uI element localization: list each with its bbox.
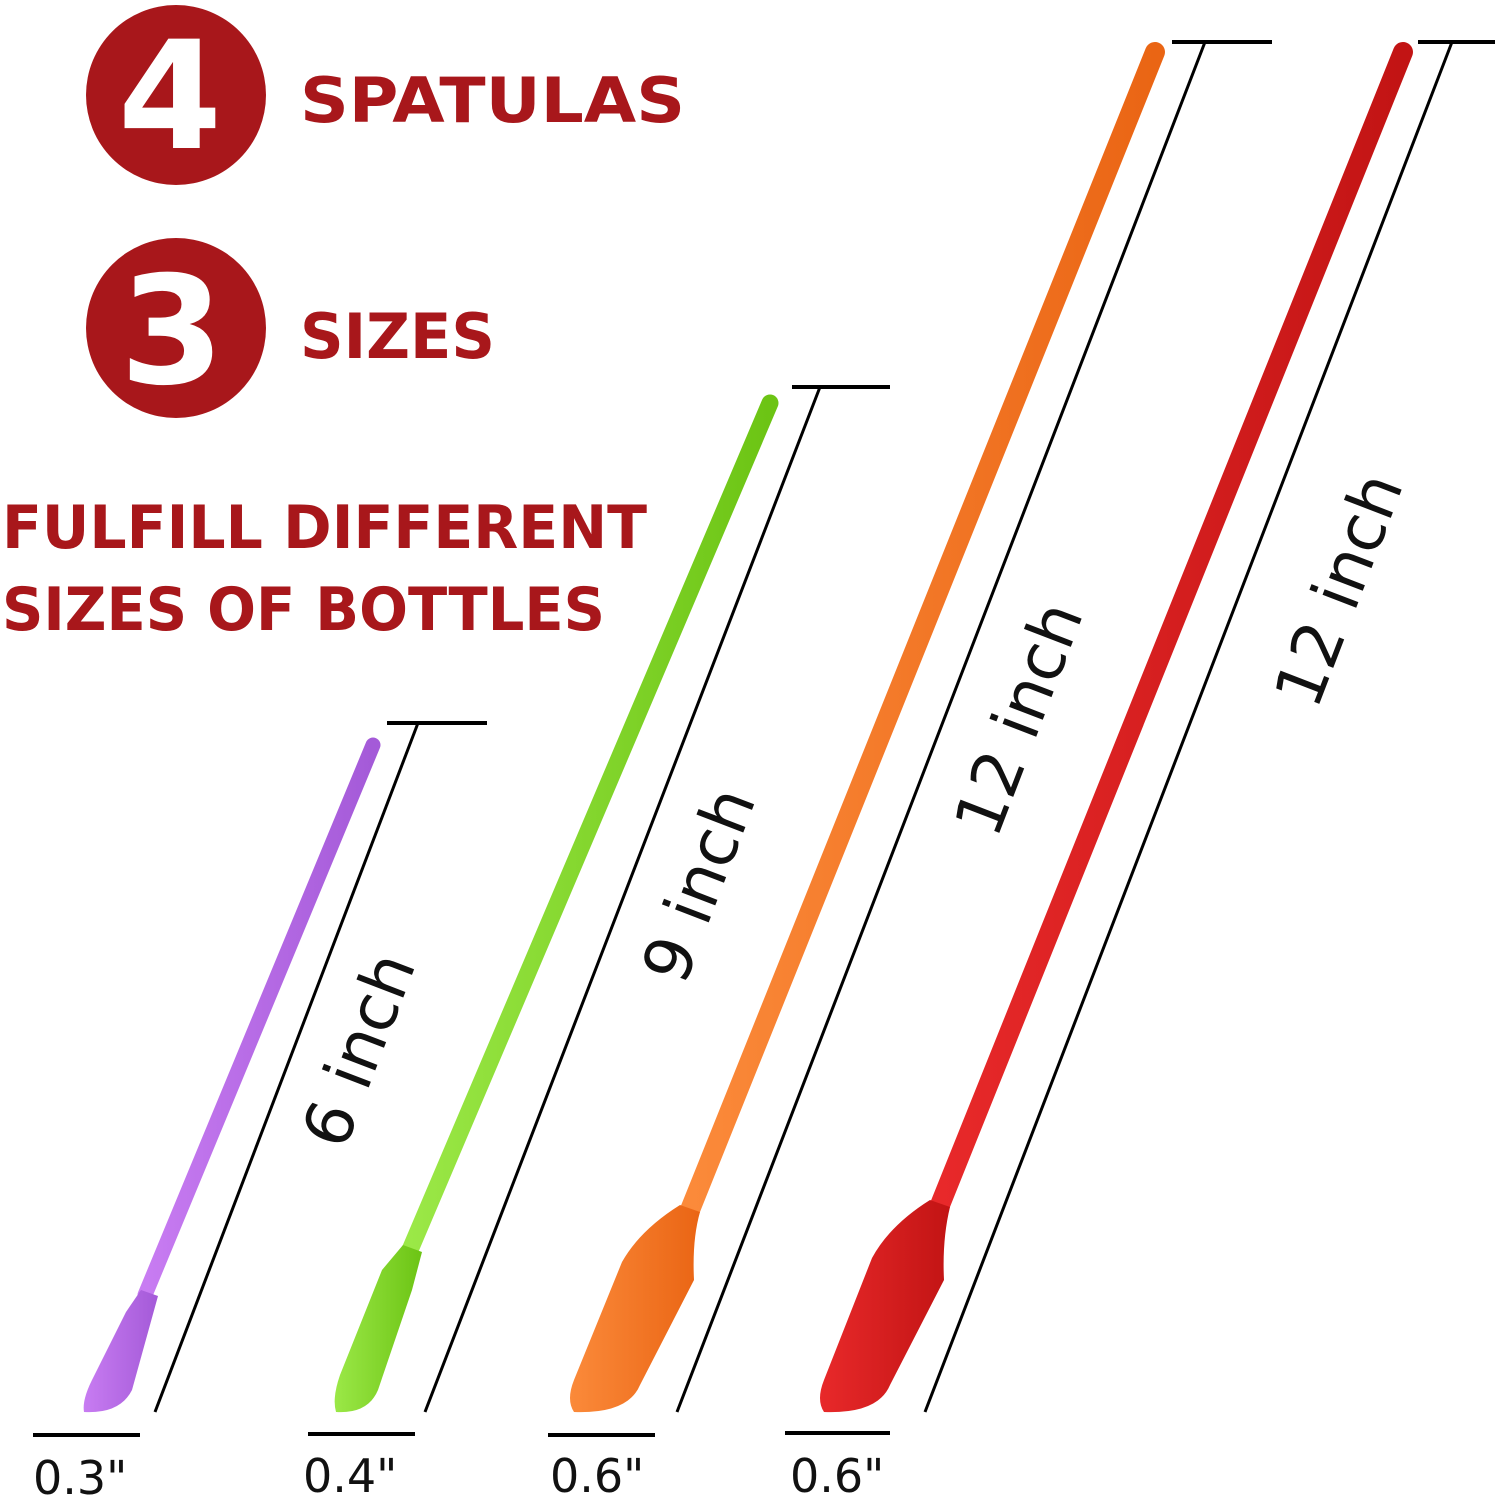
count-circle xyxy=(86,5,266,185)
width-label-0-3: 0.3" xyxy=(33,1451,127,1500)
length-label-12-orange: 12 inch xyxy=(939,592,1098,847)
tagline-line2: SIZES OF BOTTLES xyxy=(2,575,605,645)
sizes-circle xyxy=(86,238,266,418)
length-dimension-12-red xyxy=(785,40,1495,1435)
count-badge: 4 xyxy=(86,5,266,185)
length-label-9: 9 inch xyxy=(627,777,771,992)
length-label-12-red: 12 inch xyxy=(1259,463,1418,718)
length-dimension-12-orange xyxy=(548,40,1272,1437)
spatula-green xyxy=(334,394,779,1413)
sizes-label: SIZES xyxy=(300,300,495,373)
count-number: 4 xyxy=(118,10,222,184)
sizes-badge: 3 xyxy=(86,238,266,419)
spatula-purple xyxy=(83,737,381,1413)
tagline-line1: FULFILL DIFFERENT xyxy=(2,493,647,563)
length-label-6: 6 inch xyxy=(287,942,431,1157)
width-label-0-6-red: 0.6" xyxy=(790,1449,884,1500)
width-label-0-6-orange: 0.6" xyxy=(550,1449,644,1500)
spatula-red xyxy=(820,42,1413,1413)
count-label: SPATULAS xyxy=(300,64,685,137)
sizes-number: 3 xyxy=(120,245,224,419)
spatula-orange xyxy=(570,42,1165,1413)
width-label-0-4: 0.4" xyxy=(303,1449,397,1500)
length-dimension-6 xyxy=(33,721,487,1437)
length-dimension-9 xyxy=(308,385,890,1436)
